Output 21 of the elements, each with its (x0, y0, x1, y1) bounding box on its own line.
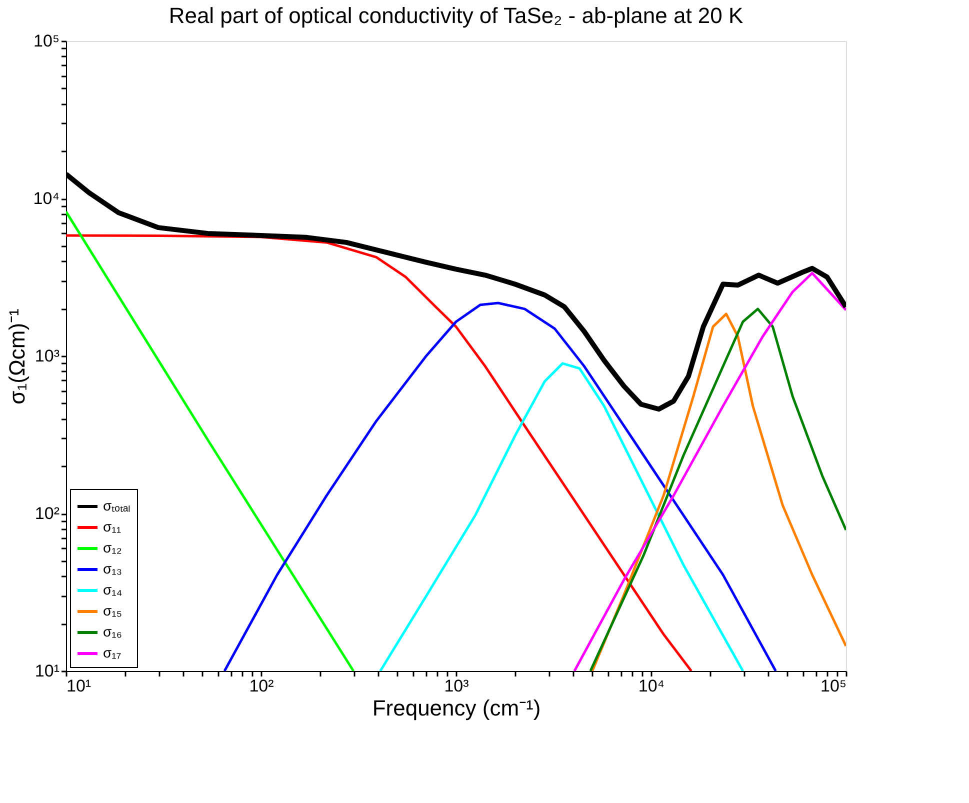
x-axis-title: Frequency (cm⁻¹) (372, 696, 541, 720)
legend-label: σ₁₅ (103, 602, 122, 618)
y-axis-title: σ₁(Ωcm)⁻¹ (4, 308, 30, 404)
x-tick-label: 10⁴ (638, 676, 665, 696)
legend-label: σ₁₇ (103, 644, 122, 660)
legend-label: σ₁₁ (103, 518, 122, 534)
legend-label: σ₁₄ (103, 582, 122, 598)
y-tick-label: 10² (34, 504, 60, 523)
y-tick-label: 10⁵ (34, 32, 60, 50)
x-tick-label: 10³ (444, 676, 470, 696)
legend-label: σ₁₃ (103, 560, 122, 576)
x-tick-label: 10⁵ (820, 676, 846, 696)
y-tick-label: 10³ (34, 346, 60, 366)
legend-label: σ₁₂ (103, 540, 122, 556)
x-tick-label: 10¹ (66, 676, 92, 696)
y-tick-label: 10¹ (34, 662, 60, 680)
legend-label: σₜₒₜₐₗ (103, 498, 130, 514)
y-tick-label: 10⁴ (33, 189, 60, 208)
x-tick-label: 10² (249, 676, 274, 696)
legend-label: σ₁₆ (103, 624, 122, 640)
chart-title: Real part of optical conductivity of TaSe₂ - ab-plane at 20 K (168, 3, 744, 28)
